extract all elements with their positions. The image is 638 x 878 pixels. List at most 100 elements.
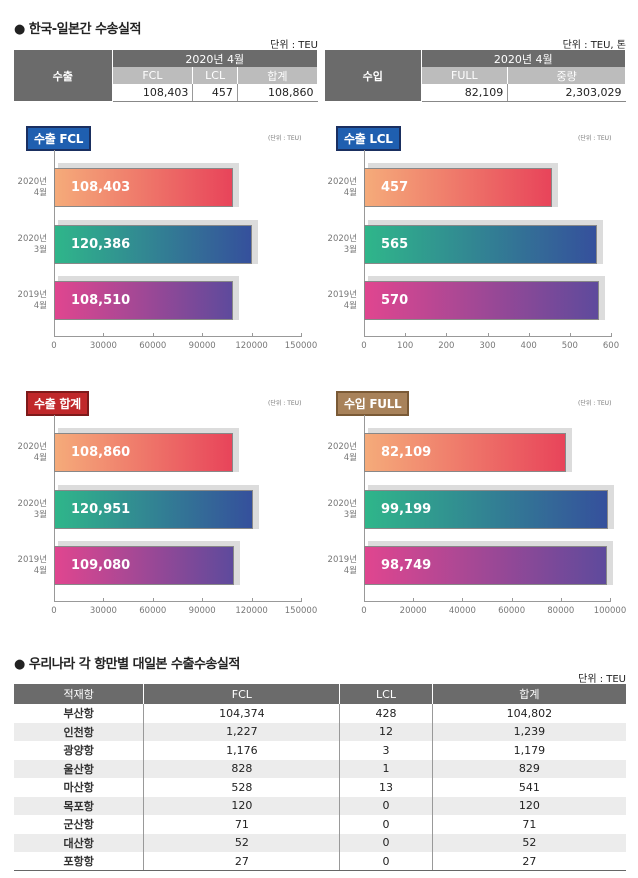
- table-row: 울산항 828 1 829: [14, 759, 626, 778]
- x-tick-label: 0: [51, 606, 57, 616]
- category-label: 2019년 4월: [327, 290, 357, 311]
- x-tick-mark: [364, 333, 365, 337]
- table-row: 인천항 1,227 12 1,239: [14, 722, 626, 741]
- bar: 565: [364, 224, 597, 264]
- x-tick-mark: [405, 333, 407, 337]
- x-tick-label: 150000: [284, 606, 318, 616]
- table-row: 마산항 528 13 541: [14, 778, 626, 797]
- x-tick-mark: [611, 333, 612, 337]
- x-tick-mark: [487, 333, 489, 337]
- x-tick-mark: [511, 598, 513, 602]
- table-row: 부산항 104,374 428 104,802: [14, 704, 626, 723]
- total-value: 829: [432, 759, 626, 778]
- total-value: 1,239: [432, 722, 626, 741]
- fcl-value: 828: [143, 759, 341, 778]
- bar: 98,749: [364, 546, 607, 585]
- table-row: 목포항 120 0 120: [14, 796, 626, 815]
- port-name: 광양항: [14, 741, 145, 760]
- fcl-value: 120: [143, 796, 341, 815]
- total-value: 52: [432, 833, 626, 852]
- value-lcl: 457: [192, 84, 238, 102]
- x-tick-label: 20000: [399, 606, 427, 616]
- x-tick-mark: [202, 333, 204, 337]
- x-tick-mark: [152, 598, 154, 602]
- x-tick-mark: [251, 598, 253, 602]
- chart-title-badge: 수입 FULL: [336, 391, 410, 416]
- x-tick-label: 400: [520, 341, 537, 351]
- x-tick-mark: [103, 598, 105, 602]
- x-tick-label: 150000: [284, 341, 318, 351]
- x-tick-mark: [528, 333, 530, 337]
- bar: 120,951: [54, 489, 254, 529]
- total-value: 27: [432, 852, 626, 871]
- total-value: 120: [432, 796, 626, 815]
- table-row: 군산항 71 0 71: [14, 815, 626, 834]
- fcl-value: 104,374: [143, 704, 341, 723]
- port-name: 군산항: [14, 815, 145, 834]
- port-name: 목포항: [14, 796, 145, 815]
- x-tick-mark: [569, 333, 571, 337]
- ports-table: 적재항 FCL LCL 합계 부산항 104,374 428 104,802 인천항 1,…: [14, 684, 626, 871]
- x-tick-mark: [364, 598, 365, 602]
- port-name: 인천항: [14, 722, 145, 741]
- chart-unit-label: (단위 : TEU): [268, 135, 302, 142]
- category-label: 2019년 4월: [17, 290, 47, 311]
- x-tick-mark: [462, 598, 464, 602]
- x-tick-label: 30000: [89, 341, 117, 351]
- table-row: 포항항 27 0 27: [14, 852, 626, 871]
- x-tick-mark: [301, 598, 302, 602]
- x-tick-label: 200: [438, 341, 455, 351]
- chart-title-badge: 수출 FCL: [26, 126, 92, 151]
- header-total: 합계: [432, 684, 626, 704]
- x-tick-label: 300: [479, 341, 496, 351]
- value-weight: 2,303,029: [507, 84, 626, 102]
- x-tick-mark: [560, 598, 562, 602]
- category-label: 2020년 4월: [327, 177, 357, 198]
- total-value: 1,179: [513, 743, 546, 757]
- x-tick-label: 0: [361, 341, 367, 351]
- lcl-value: 0: [339, 833, 433, 852]
- x-axis: [364, 601, 610, 602]
- col-weight: 중량: [507, 67, 626, 84]
- port-name: 포항항: [14, 852, 145, 871]
- unit-label-left: 단위 : TEU: [270, 40, 318, 51]
- x-tick-label: 0: [51, 341, 57, 351]
- lcl-value: 0: [339, 796, 433, 815]
- x-tick-mark: [301, 333, 302, 337]
- x-tick-mark: [103, 333, 105, 337]
- x-tick-label: 90000: [188, 606, 216, 616]
- port-name: 울산항: [14, 759, 145, 778]
- bar: 109,080: [54, 546, 234, 585]
- x-tick-label: 90000: [188, 341, 216, 351]
- x-tick-mark: [610, 598, 611, 602]
- x-tick-label: 60000: [498, 606, 526, 616]
- lcl-value: 0: [339, 815, 433, 834]
- bar: 108,510: [54, 281, 233, 320]
- fcl-value: 528: [143, 778, 341, 797]
- chart-unit-label: (단위 : TEU): [578, 135, 612, 142]
- lcl-value: 3: [339, 741, 433, 760]
- chart-title-badge: 수출 합계: [26, 391, 89, 416]
- lcl-value: 0: [339, 852, 433, 871]
- x-tick-label: 120000: [235, 341, 268, 351]
- bar: 82,109: [364, 433, 566, 472]
- col-lcl: LCL: [192, 67, 238, 84]
- value-fcl: 108,403: [112, 84, 194, 102]
- category-label: 2020년 3월: [17, 498, 47, 520]
- fcl-value: 1,227: [143, 722, 341, 741]
- x-tick-mark: [152, 333, 154, 337]
- bar: 108,403: [54, 168, 233, 207]
- category-label: 2020년 3월: [17, 233, 47, 255]
- x-tick-mark: [202, 598, 204, 602]
- x-axis: [54, 336, 301, 337]
- bar: 120,386: [54, 224, 253, 264]
- section-title-ports: ● 우리나라 각 항만별 대일본 수출수송실적: [14, 657, 240, 672]
- lcl-value: 1: [339, 759, 433, 778]
- port-name: 마산항: [14, 778, 145, 797]
- x-tick-mark: [54, 333, 55, 337]
- x-tick-label: 100: [397, 341, 414, 351]
- x-tick-mark: [413, 598, 415, 602]
- x-tick-label: 600: [602, 341, 620, 351]
- lcl-value: 13: [339, 778, 433, 797]
- total-value: 71: [522, 817, 537, 831]
